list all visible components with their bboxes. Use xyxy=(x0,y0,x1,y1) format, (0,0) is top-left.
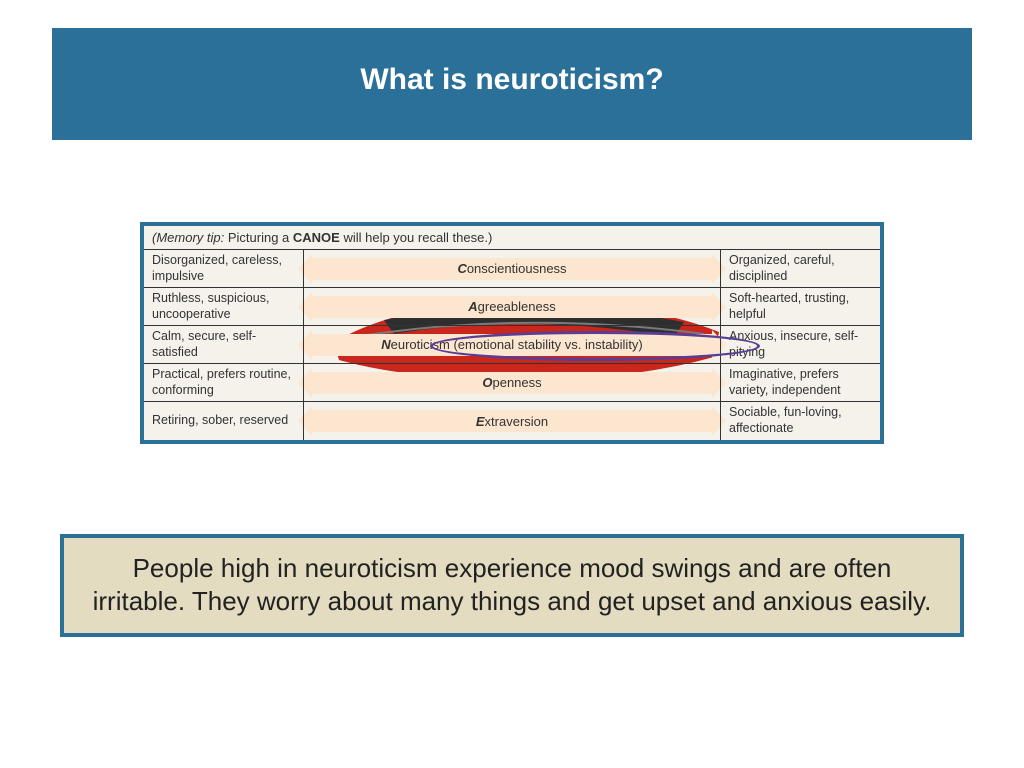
trait-row: Calm, secure, self-satisfied Neuroticism … xyxy=(144,326,880,364)
trait-name: Extraversion xyxy=(476,414,548,429)
trait-high-pole: Imaginative, prefers variety, independen… xyxy=(720,364,880,401)
trait-rest: onscientiousness xyxy=(467,261,567,276)
trait-rest: euroticism (emotional stability vs. inst… xyxy=(391,337,643,352)
trait-high-pole: Organized, careful, disciplined xyxy=(720,250,880,287)
trait-arrow-cell: Openness xyxy=(304,364,720,401)
title-banner: What is neuroticism? xyxy=(52,28,972,140)
trait-row: Retiring, sober, reserved Extraversion Soc… xyxy=(144,402,880,440)
trait-low-pole: Practical, prefers routine, conforming xyxy=(144,364,304,401)
trait-arrow-cell: Neuroticism (emotional stability vs. ins… xyxy=(304,326,720,363)
memory-tip-prefix: (Memory tip: xyxy=(152,230,224,245)
trait-low-pole: Disorganized, careless, impulsive xyxy=(144,250,304,287)
trait-low-pole: Retiring, sober, reserved xyxy=(144,402,304,440)
trait-row: Ruthless, suspicious, uncooperative Agree… xyxy=(144,288,880,326)
trait-rest: penness xyxy=(492,375,541,390)
definition-text: People high in neuroticism experience mo… xyxy=(86,552,938,619)
definition-panel: People high in neuroticism experience mo… xyxy=(60,534,964,637)
trait-low-pole: Ruthless, suspicious, uncooperative xyxy=(144,288,304,325)
trait-high-pole: Sociable, fun-loving, affectionate xyxy=(720,402,880,440)
trait-initial: C xyxy=(457,261,466,276)
trait-name: Agreeableness xyxy=(468,299,555,314)
trait-name: Openness xyxy=(482,375,541,390)
memory-tip: (Memory tip: Picturing a CANOE will help… xyxy=(144,226,880,250)
trait-initial: E xyxy=(476,414,485,429)
trait-row: Disorganized, careless, impulsive Conscie… xyxy=(144,250,880,288)
trait-rest: xtraversion xyxy=(485,414,549,429)
trait-arrow-cell: Conscientiousness xyxy=(304,250,720,287)
trait-high-pole: Anxious, insecure, self-pitying xyxy=(720,326,880,363)
trait-high-pole: Soft-hearted, trusting, helpful xyxy=(720,288,880,325)
trait-rest: greeableness xyxy=(478,299,556,314)
trait-rows-container: Disorganized, careless, impulsive Conscie… xyxy=(144,250,880,440)
memory-tip-suffix: will help you recall these.) xyxy=(340,230,492,245)
trait-arrow-cell: Extraversion xyxy=(304,402,720,440)
trait-initial: O xyxy=(482,375,492,390)
trait-low-pole: Calm, secure, self-satisfied xyxy=(144,326,304,363)
page-title: What is neuroticism? xyxy=(360,63,663,97)
trait-row: Practical, prefers routine, conforming Op… xyxy=(144,364,880,402)
memory-tip-bold: CANOE xyxy=(293,230,340,245)
trait-arrow-cell: Agreeableness xyxy=(304,288,720,325)
trait-table: (Memory tip: Picturing a CANOE will help… xyxy=(140,222,884,444)
memory-tip-middle: Picturing a xyxy=(224,230,293,245)
trait-initial: N xyxy=(381,337,390,352)
trait-initial: A xyxy=(468,299,477,314)
trait-name: Neuroticism (emotional stability vs. ins… xyxy=(381,337,643,352)
trait-name: Conscientiousness xyxy=(457,261,566,276)
